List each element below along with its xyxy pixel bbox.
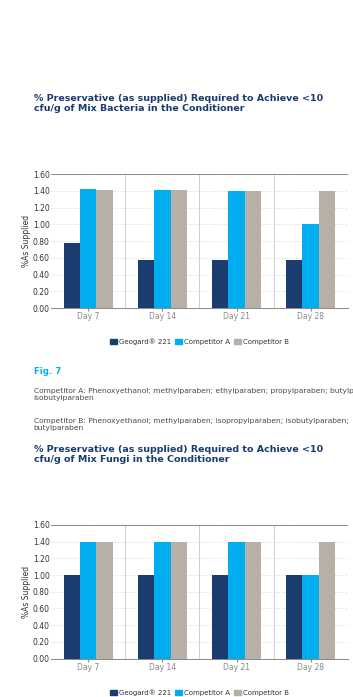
Bar <box>154 190 170 308</box>
Bar <box>170 542 187 659</box>
Bar <box>80 190 96 308</box>
Bar <box>96 542 113 659</box>
Bar <box>286 575 303 659</box>
Text: % Preservative (as supplied) Required to Achieve <10
cfu/g of Mix Fungi in the C: % Preservative (as supplied) Required to… <box>34 445 323 464</box>
Bar <box>80 542 96 659</box>
Bar <box>319 542 335 659</box>
Bar <box>64 243 80 308</box>
Text: Competitor A: Phenoxyethanol; methylparaben; ethylparaben; propylparaben; butylp: Competitor A: Phenoxyethanol; methylpara… <box>34 388 353 401</box>
Bar <box>138 575 154 659</box>
Bar <box>303 224 319 308</box>
Bar <box>212 575 228 659</box>
Text: % Preservative (as supplied) Required to Achieve <10
cfu/g of Mix Bacteria in th: % Preservative (as supplied) Required to… <box>34 94 323 114</box>
Bar <box>228 191 245 308</box>
Bar <box>154 542 170 659</box>
Text: Fig. 7: Fig. 7 <box>34 367 61 376</box>
Bar <box>212 259 228 308</box>
Bar <box>303 575 319 659</box>
Bar <box>96 190 113 308</box>
Bar <box>228 542 245 659</box>
Bar <box>245 542 261 659</box>
Bar <box>319 191 335 308</box>
Legend: Geogard® 221, Competitor A, Competitor B: Geogard® 221, Competitor A, Competitor B <box>110 338 289 345</box>
Text: Competitor B: Phenoxyethanol; methylparaben; isopropylparaben; isobutylparaben;
: Competitor B: Phenoxyethanol; methylpara… <box>34 418 348 431</box>
Y-axis label: %As Supplied: %As Supplied <box>22 566 31 618</box>
Bar <box>64 575 80 659</box>
Bar <box>286 259 303 308</box>
Bar <box>138 259 154 308</box>
Bar <box>245 191 261 308</box>
Legend: Geogard® 221, Competitor A, Competitor B: Geogard® 221, Competitor A, Competitor B <box>110 689 289 696</box>
Y-axis label: %As Supplied: %As Supplied <box>22 215 31 267</box>
Bar <box>170 190 187 308</box>
